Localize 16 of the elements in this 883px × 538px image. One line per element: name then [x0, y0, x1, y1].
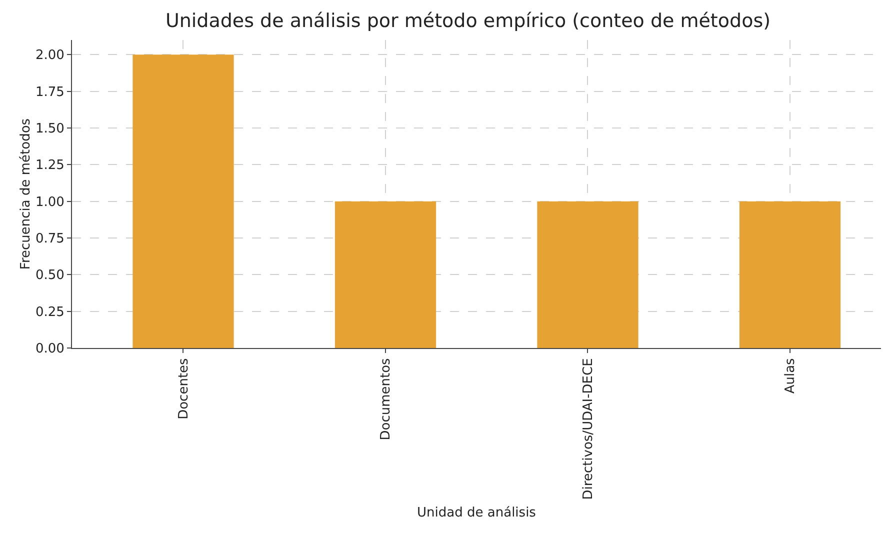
x-tick-label: Docentes — [176, 358, 192, 420]
y-tick-label: 0.50 — [35, 268, 64, 284]
x-tick-label: Aulas — [783, 358, 798, 394]
y-tick-label: 1.50 — [35, 122, 64, 137]
y-axis-title: Frecuencia de métodos — [18, 118, 34, 270]
x-tick-label: Documentos — [378, 358, 394, 440]
y-tick-label: 0.25 — [35, 304, 64, 320]
x-axis-title: Unidad de análisis — [417, 505, 536, 520]
y-tick-label: 1.75 — [35, 84, 64, 100]
y-tick-label: 0.00 — [35, 342, 64, 357]
x-tick-label: Directivos/UDAI-DECE — [580, 358, 596, 500]
y-tick-label: 0.75 — [35, 232, 64, 247]
y-tick-label: 2.00 — [35, 48, 64, 64]
chart-title: Unidades de análisis por método empírico (conteo de métodos) — [165, 10, 771, 32]
y-tick-label: 1.00 — [35, 194, 64, 210]
y-tick-label: 1.25 — [35, 158, 64, 174]
